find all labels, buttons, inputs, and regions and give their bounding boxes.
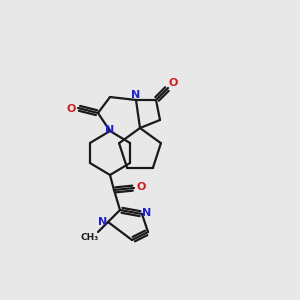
Text: N: N: [142, 208, 152, 218]
Text: O: O: [168, 78, 178, 88]
Text: CH₃: CH₃: [81, 232, 99, 242]
Text: O: O: [66, 104, 76, 114]
Text: O: O: [136, 182, 146, 192]
Text: N: N: [105, 125, 115, 135]
Text: N: N: [131, 90, 141, 100]
Text: N: N: [98, 217, 108, 227]
